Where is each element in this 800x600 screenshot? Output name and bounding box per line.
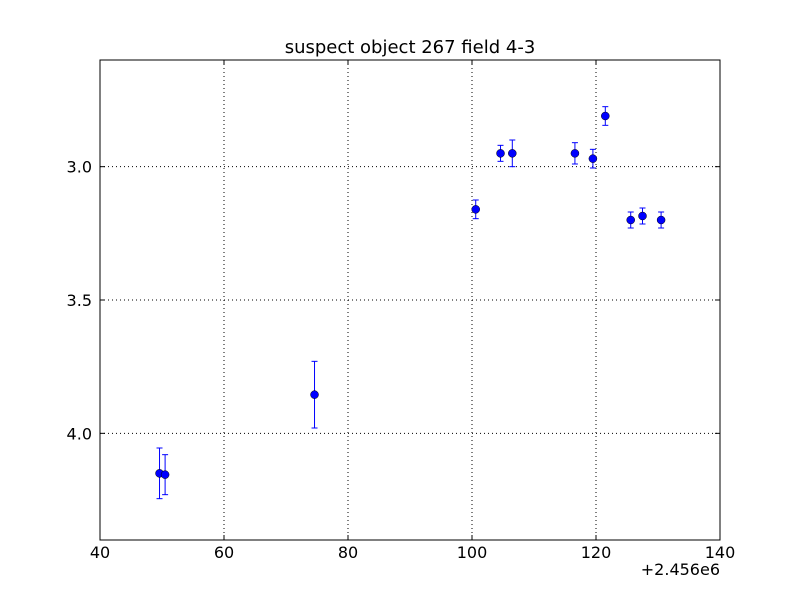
data-point <box>638 211 647 221</box>
data-point <box>508 149 517 158</box>
y-tick-label: 3.5 <box>67 291 92 310</box>
y-tick-label: 3.0 <box>67 158 92 177</box>
error-bars <box>156 106 665 500</box>
data-point <box>601 111 610 121</box>
data-point <box>160 470 170 479</box>
data-point <box>496 149 505 158</box>
data-point <box>570 149 580 158</box>
x-tick-label: 120 <box>581 543 612 562</box>
x-tick-label: 80 <box>338 543 358 562</box>
chart-title: suspect object 267 field 4-3 <box>285 37 536 58</box>
x-tick-label: 140 <box>705 543 736 562</box>
x-tick-label: 100 <box>457 543 488 562</box>
grid <box>100 60 720 540</box>
axis-ticks: 40 60 80 100 120 140 3.0 3.5 4.0 <box>67 60 736 562</box>
data-point <box>656 215 666 225</box>
data-points <box>155 111 666 479</box>
data-point <box>310 390 319 399</box>
x-tick-label: 40 <box>90 543 110 562</box>
data-point <box>471 205 480 214</box>
data-point <box>588 154 598 163</box>
y-tick-label: 4.0 <box>67 424 92 443</box>
data-point <box>626 215 635 225</box>
x-tick-label: 60 <box>214 543 234 562</box>
x-axis-offset-label: +2.456e6 <box>641 560 720 579</box>
